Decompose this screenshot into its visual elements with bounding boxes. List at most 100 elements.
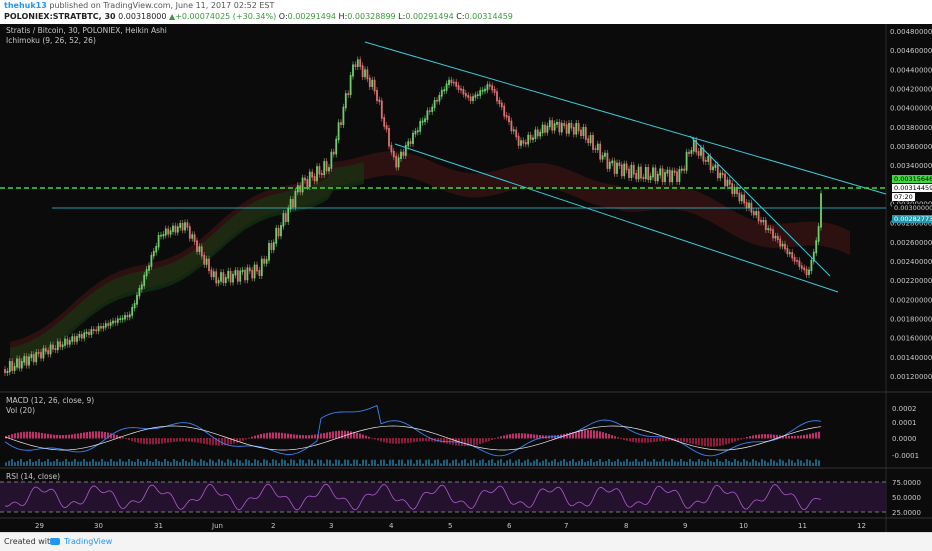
candle [644,167,647,180]
macd-histogram-bar [410,438,412,443]
macd-histogram-bar [689,438,691,444]
macd-histogram-bar [221,438,223,446]
volume-bar [68,461,70,466]
author-link[interactable]: thehuk13 [4,1,47,10]
macd-histogram-bar [776,434,778,439]
price-tick-label: 0.00200000 [890,296,932,304]
volume-bar [371,459,373,466]
macd-histogram-bar [461,438,463,447]
candle [35,352,38,363]
volume-bar [455,459,457,466]
candle [628,168,630,178]
volume-bar [599,459,601,466]
macd-histogram-bar [281,432,283,439]
high-value: 0.00328899 [347,12,396,21]
macd-histogram-bar [32,431,34,439]
macd-histogram-bar [350,431,352,439]
chart-canvas[interactable]: 0.00480000 0.00460000 0.00440000 0.00420000… [0,24,932,532]
macd-histogram-bar [383,438,385,443]
macd-histogram-bar [365,435,367,439]
candle [191,234,194,239]
candle [335,138,338,155]
volume-bar [647,461,649,466]
channel-upper-line [364,41,887,195]
candle [673,170,676,173]
macd-histogram-bar [803,434,805,439]
tradingview-link[interactable]: TradingView [64,537,113,546]
candle [104,323,107,328]
candle [685,151,688,171]
price-tick-label: 0.00140000 [890,354,932,362]
macd-histogram-bar [467,438,469,447]
time-tick-label: 4 [389,522,394,530]
volume-bar [548,462,550,466]
volume-bar [284,460,286,466]
volume-bar [497,460,499,466]
chart-area[interactable]: 0.00480000 0.00460000 0.00440000 0.00420000… [0,24,932,532]
volume-bar [446,459,448,466]
macd-histogram-bar [71,434,73,439]
candle [210,269,213,278]
macd-histogram-bar [296,434,298,439]
candle [503,105,506,117]
candle [664,172,666,182]
macd-histogram-bar [167,438,169,443]
time-tick-label: 3 [329,522,333,530]
macd-histogram-bar [374,438,376,440]
candle [92,329,95,332]
volume-bar [209,459,211,466]
volume-bar [260,462,262,466]
candle [575,123,578,135]
macd-histogram-bar [191,438,193,442]
macd-histogram-bar [752,435,754,439]
price-tick-label: 0.00460000 [890,47,932,55]
macd-histogram-bar [584,430,586,439]
volume-bar [302,460,304,466]
candle [592,135,594,150]
macd-histogram-bar [164,438,166,444]
volume-bar [431,463,433,466]
time-tick-label: 12 [857,522,866,530]
macd-histogram-bar [23,431,25,439]
candle [798,260,801,267]
candle [620,164,623,177]
candle [148,265,150,271]
candle [582,126,585,136]
volume-bar [62,461,64,466]
volume-bar [569,460,571,466]
macd-histogram-bar [227,438,229,445]
macd-histogram-bar [608,434,610,439]
candle [464,93,467,97]
macd-histogram-bar [659,438,661,442]
candle [37,352,40,354]
candle [647,167,650,180]
volume-bar [119,459,121,466]
volume-bar [386,463,388,466]
volume-bar [470,460,472,466]
macd-histogram-bar [149,438,151,445]
candle [488,84,491,87]
volume-bar [566,462,568,466]
volume-bar [239,460,241,466]
volume-bar [185,460,187,466]
macd-histogram-bar [416,438,418,442]
volume-bar [710,461,712,466]
volume-bar [194,460,196,466]
candle [179,223,182,228]
volume-bar [746,460,748,466]
volume-bar [401,459,403,466]
candle [212,271,215,278]
candle [176,226,179,233]
volume-bar [560,460,562,466]
volume-bar [623,461,625,466]
candle [66,338,69,345]
macd-histogram-bar [107,432,109,439]
candle [59,341,62,348]
candle [246,267,249,281]
volume-bar [182,459,184,466]
candle [570,122,573,129]
candle [172,225,174,232]
macd-histogram-bar [749,436,751,439]
candle [760,219,762,223]
candle [671,170,674,183]
